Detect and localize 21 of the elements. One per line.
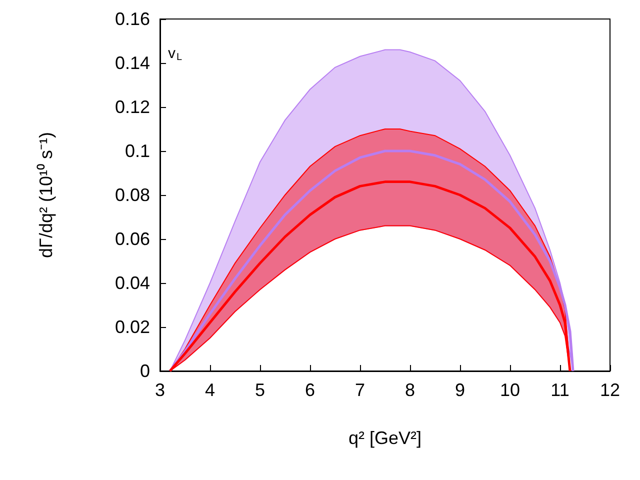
y-tick-label: 0.12 [114,97,150,117]
x-tick-label: 7 [354,380,366,400]
y-axis-title: dΓ/dq² (10¹⁰ s⁻¹) [36,132,56,258]
y-tick-label: 0.1 [124,141,150,161]
x-tick-label: 6 [304,380,316,400]
x-axis-title: q² [GeV²] [348,428,422,448]
x-tick-label: 11 [550,380,570,400]
y-tick-label: 0.16 [114,9,150,29]
y-tick-label: 0.04 [114,273,150,293]
x-tick-label: 9 [454,380,466,400]
y-tick-label: 0.08 [114,185,150,205]
x-tick-label: 8 [404,380,416,400]
x-tick-label: 4 [204,380,216,400]
x-tick-label: 3 [154,380,166,400]
y-tick-label: 0.14 [114,53,150,73]
x-tick-label: 5 [254,380,266,400]
x-tick-label: 10 [500,380,520,400]
y-tick-label: 0.02 [114,317,150,337]
x-tick-label: 12 [600,380,620,400]
y-tick-label: 0 [140,361,150,381]
y-tick-label: 0.06 [114,229,150,249]
